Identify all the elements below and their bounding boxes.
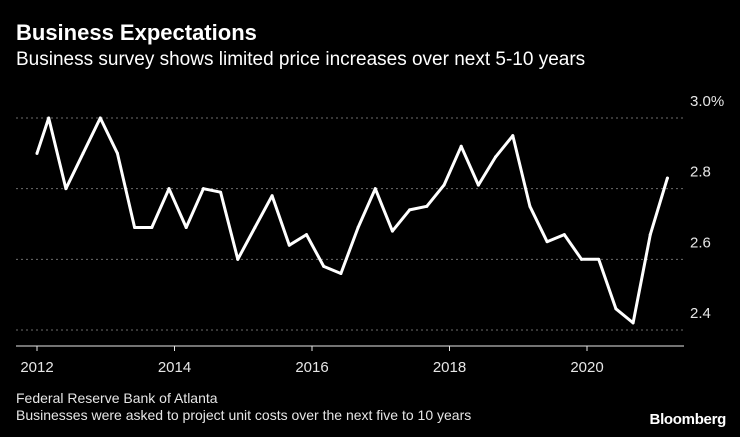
- y-tick-label: 2.4: [690, 305, 711, 322]
- data-point: [356, 226, 360, 230]
- footnote: Businesses were asked to project unit co…: [16, 407, 472, 423]
- data-point: [236, 257, 240, 261]
- data-point: [81, 151, 85, 155]
- x-tick-label: 2012: [20, 359, 53, 376]
- y-tick-label: 2.6: [690, 234, 711, 251]
- y-tick-label: 2.8: [690, 164, 711, 181]
- data-point: [167, 187, 171, 191]
- data-point: [408, 208, 412, 212]
- data-point: [597, 257, 601, 261]
- data-point: [322, 264, 326, 268]
- source-note: Federal Reserve Bank of Atlanta: [16, 390, 218, 406]
- data-point: [184, 226, 188, 230]
- data-point: [648, 233, 652, 237]
- chart-title: Business Expectations: [16, 20, 257, 45]
- x-tick-label: 2020: [570, 359, 603, 376]
- data-point: [339, 271, 343, 275]
- data-point: [287, 243, 291, 247]
- x-tick-label: 2018: [433, 359, 466, 376]
- data-point: [150, 226, 154, 230]
- data-point: [614, 307, 618, 311]
- data-point: [253, 226, 257, 230]
- data-point: [442, 183, 446, 187]
- data-point: [219, 190, 223, 194]
- x-tick-label: 2014: [158, 359, 191, 376]
- data-point: [665, 176, 669, 180]
- data-point: [47, 116, 51, 120]
- data-point: [476, 183, 480, 187]
- data-point: [115, 151, 119, 155]
- data-point: [631, 321, 635, 325]
- chart-subtitle: Business survey shows limited price incr…: [16, 49, 586, 70]
- data-point: [305, 233, 308, 237]
- data-point: [494, 155, 498, 159]
- x-tick-label: 2016: [295, 359, 328, 376]
- data-point: [390, 229, 394, 233]
- data-point: [545, 240, 549, 244]
- data-point: [528, 204, 532, 208]
- data-point: [201, 187, 205, 191]
- data-point: [35, 151, 39, 155]
- data-point: [562, 233, 566, 237]
- data-point: [425, 204, 429, 208]
- data-point: [98, 116, 102, 120]
- data-point: [64, 187, 68, 191]
- series-line: [35, 116, 669, 325]
- bloomberg-logo: Bloomberg: [649, 411, 727, 428]
- data-point: [133, 226, 137, 230]
- data-point: [373, 187, 377, 191]
- data-point: [580, 257, 583, 261]
- y-tick-label: 3.0%: [690, 93, 724, 110]
- data-point: [270, 194, 274, 198]
- data-point: [459, 144, 463, 148]
- data-point: [511, 134, 515, 138]
